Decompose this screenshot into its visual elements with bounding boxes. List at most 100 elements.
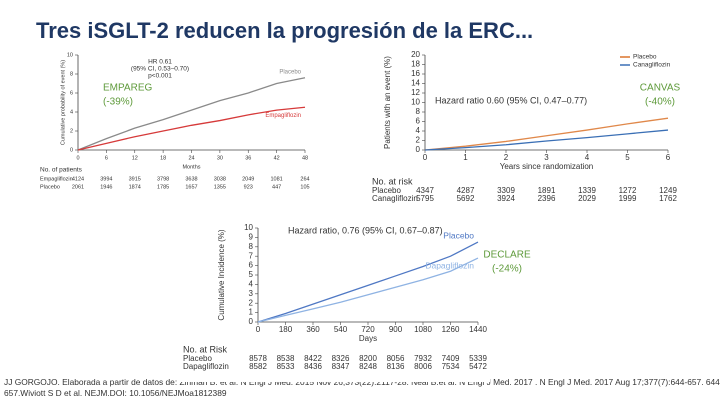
risk-value: 8248 — [359, 362, 377, 371]
x-tick-label: 360 — [306, 325, 320, 334]
risk-value: 5472 — [469, 362, 487, 371]
risk-value: 4287 — [457, 186, 475, 195]
x-axis-title: Days — [359, 334, 377, 343]
risk-value: 1339 — [578, 186, 596, 195]
risk-value: 1249 — [659, 186, 677, 195]
series-label: Empagliflozin — [265, 113, 301, 119]
y-tick-label: 4 — [416, 126, 421, 135]
data-line — [77, 106, 306, 151]
x-tick-label: 18 — [160, 155, 166, 161]
series-label: Placebo — [279, 69, 301, 75]
y-tick-label: 6 — [70, 90, 73, 96]
y-tick-label: 8 — [416, 107, 421, 116]
risk-value: 3038 — [214, 176, 226, 182]
panel-label: (-24%) — [492, 264, 522, 275]
y-tick-label: 4 — [249, 280, 254, 289]
risk-value: 2061 — [72, 184, 84, 190]
risk-value: 8436 — [304, 362, 322, 371]
risk-value: 8422 — [304, 354, 322, 363]
risk-value: 8136 — [387, 362, 405, 371]
y-tick-label: 0 — [416, 145, 421, 154]
risk-value: 2049 — [242, 176, 254, 182]
x-tick-label: 1 — [463, 153, 468, 162]
risk-value: 3915 — [129, 176, 141, 182]
x-tick-label: 180 — [279, 325, 293, 334]
y-tick-label: 8 — [70, 71, 73, 77]
y-axis-title: Cumulative probability of event (%) — [60, 60, 66, 145]
data-line — [257, 241, 479, 323]
legend-label: Canagliflozin — [633, 62, 671, 69]
risk-title: No. of patients — [40, 167, 83, 174]
y-tick-label: 8 — [249, 242, 254, 251]
risk-value: 1272 — [619, 186, 637, 195]
risk-row-name: Placebo — [372, 186, 401, 195]
y-tick-label: 6 — [416, 117, 421, 126]
panel-label: (-39%) — [103, 97, 133, 108]
risk-value: 2029 — [578, 194, 596, 203]
risk-value: 8533 — [277, 362, 295, 371]
x-tick-label: 5 — [625, 153, 630, 162]
data-line — [77, 77, 306, 151]
risk-value: 1657 — [185, 184, 197, 190]
annotation: Hazard ratio, 0.76 (95% CI, 0.67–0.87) — [288, 225, 443, 235]
y-tick-label: 5 — [249, 270, 254, 279]
risk-value: 105 — [300, 184, 309, 190]
risk-value: 2396 — [538, 194, 556, 203]
risk-value: 1355 — [214, 184, 226, 190]
panel-label: (-40%) — [645, 97, 675, 108]
x-tick-label: 900 — [389, 325, 403, 334]
data-line — [424, 117, 669, 151]
annotation: (95% CI, 0.53–0.70) — [131, 66, 189, 73]
x-axis-title: Months — [182, 164, 200, 170]
risk-value: 8056 — [387, 354, 405, 363]
y-tick-label: 18 — [411, 60, 420, 69]
y-tick-label: 14 — [411, 79, 420, 88]
y-tick-label: 2 — [249, 298, 254, 307]
y-tick-label: 0 — [70, 147, 73, 153]
y-axis-title: Patients with an event (%) — [383, 56, 392, 149]
y-tick-label: 7 — [249, 251, 254, 260]
footnote: 657.Wiviott S D et al. NEJM.DOI: 10.1056… — [4, 388, 227, 398]
x-tick-label: 6 — [105, 155, 108, 161]
risk-value: 1081 — [271, 176, 283, 182]
x-tick-label: 30 — [217, 155, 223, 161]
risk-value: 8538 — [277, 354, 295, 363]
y-tick-label: 1 — [249, 308, 254, 317]
annotation: p<0.001 — [148, 73, 172, 80]
series-label: Placebo — [443, 230, 474, 240]
data-line — [424, 129, 669, 151]
y-tick-label: 10 — [67, 52, 73, 58]
y-tick-label: 16 — [411, 69, 420, 78]
risk-row-name: Placebo — [40, 184, 60, 190]
risk-value: 1999 — [619, 194, 637, 203]
risk-value: 3924 — [497, 194, 515, 203]
y-tick-label: 10 — [411, 98, 420, 107]
risk-value: 1762 — [659, 194, 677, 203]
panel-label: EMPAREG — [103, 83, 152, 94]
y-tick-label: 6 — [249, 261, 254, 270]
x-tick-label: 540 — [334, 325, 348, 334]
series-label: Dapagliflozin — [425, 260, 474, 270]
x-tick-label: 1260 — [442, 325, 460, 334]
x-axis-title: Years since randomization — [500, 162, 594, 171]
risk-row-name: Canagliflozin — [372, 194, 418, 203]
y-tick-label: 4 — [70, 109, 73, 115]
y-tick-label: 2 — [70, 128, 73, 134]
risk-value: 5339 — [469, 354, 487, 363]
risk-value: 447 — [272, 184, 281, 190]
x-tick-label: 3 — [544, 153, 549, 162]
x-tick-label: 0 — [423, 153, 428, 162]
x-tick-label: 1080 — [414, 325, 432, 334]
risk-value: 8582 — [249, 362, 267, 371]
x-tick-label: 720 — [361, 325, 375, 334]
x-tick-label: 6 — [666, 153, 671, 162]
risk-value: 4347 — [416, 186, 434, 195]
risk-value: 1874 — [129, 184, 141, 190]
risk-row-name: Empagliflozin — [40, 176, 73, 182]
risk-value: 8347 — [332, 362, 350, 371]
risk-value: 7409 — [442, 354, 460, 363]
data-line — [257, 257, 479, 323]
x-tick-label: 0 — [256, 325, 261, 334]
risk-value: 3994 — [100, 176, 112, 182]
